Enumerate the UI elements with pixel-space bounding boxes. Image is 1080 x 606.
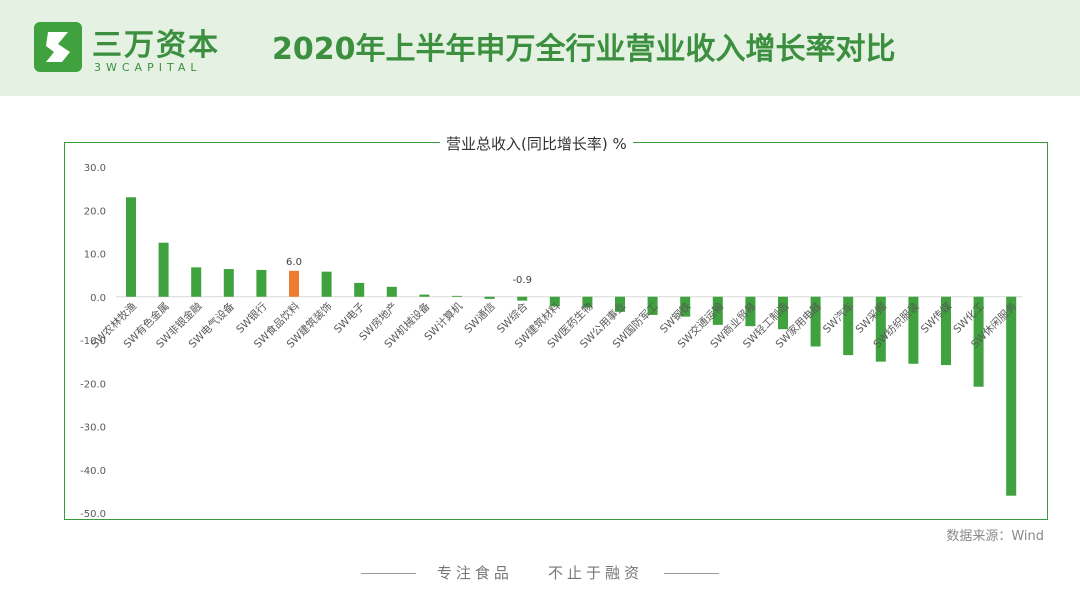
bar [354,282,365,297]
bar [191,267,202,297]
bar [908,296,919,364]
y-tick-label: -10.0 [80,336,106,347]
bar [158,242,169,297]
bar [386,286,397,297]
y-tick-label: 20.0 [84,206,106,217]
bar [1006,296,1017,496]
y-tick-label: -50.0 [80,509,106,520]
bar [517,296,528,301]
bar [321,271,332,297]
bar [778,296,788,330]
bar [484,296,495,299]
bar [549,296,560,307]
y-tick-label: 10.0 [84,250,106,261]
bar [647,296,658,315]
y-tick-label: -20.0 [80,379,106,390]
page-title: 2020年上半年申万全行业营业收入增长率对比 [272,32,896,67]
bar [810,296,821,347]
x-tick-label: SW通信 [462,300,497,335]
bar [680,296,691,317]
source-note: 数据来源：Wind [946,529,1044,544]
bar [875,296,886,362]
bar [256,269,267,297]
bar [973,296,984,387]
footer-spacer [522,564,540,582]
bar [745,296,756,327]
bar [289,270,299,297]
footer: 专注食品 不止于融资 [0,562,1080,583]
bar [712,296,723,325]
data-label: 6.0 [286,257,302,268]
footer-slogan-2: 不止于融资 [548,564,644,582]
logo-subtext: 3WCAPITAL [94,61,202,74]
footer-line-left [361,573,417,574]
chart-title: 营业总收入(同比增长率) % [440,133,633,154]
logo-text: 三万资本 [92,28,220,63]
data-label: -0.9 [512,275,532,286]
y-tick-label: 30.0 [84,163,106,174]
bar [419,294,430,297]
y-tick-label: 0.0 [90,293,106,304]
logo-icon [34,22,82,72]
y-tick-label: -30.0 [80,423,106,434]
bar [615,296,625,312]
bar [843,296,854,356]
footer-line-right [663,573,719,574]
bar [452,295,462,297]
bar [941,296,951,366]
header-banner: 三万资本 3WCAPITAL 2020年上半年申万全行业营业收入增长率对比 [0,0,1080,96]
bar [582,296,593,308]
y-tick-label: -40.0 [80,466,106,477]
bar [126,197,136,297]
footer-slogan-1: 专注食品 [436,564,513,582]
bar [223,269,234,297]
